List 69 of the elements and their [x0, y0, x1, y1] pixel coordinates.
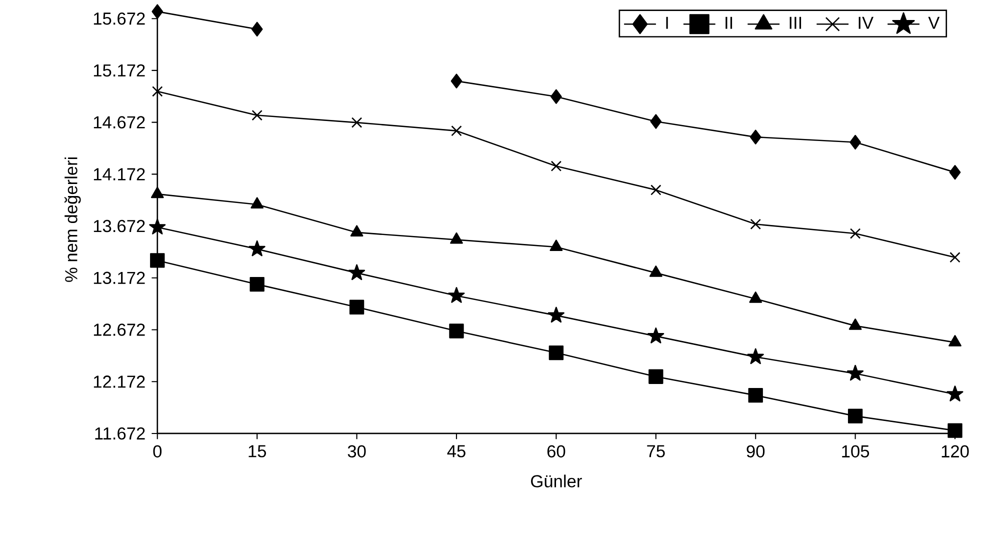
point — [550, 89, 562, 104]
point — [946, 386, 964, 402]
point — [152, 86, 163, 97]
point — [548, 306, 564, 323]
point — [250, 277, 264, 292]
x-tick-label: 45 — [447, 445, 466, 458]
legend-label: I — [666, 16, 668, 29]
point — [648, 369, 664, 384]
point — [850, 228, 861, 239]
point — [548, 346, 564, 360]
point — [649, 266, 662, 278]
point — [450, 232, 463, 244]
x-tick-label: 0 — [153, 445, 162, 458]
point — [950, 252, 960, 263]
x-tick-label: 60 — [547, 445, 566, 458]
legend-label: III — [790, 16, 802, 29]
point — [948, 335, 962, 346]
point — [250, 197, 264, 209]
y-tick-label: 15.172 — [94, 64, 145, 77]
point — [747, 348, 764, 364]
point — [847, 364, 864, 381]
point — [848, 318, 862, 330]
legend-label: IV — [858, 16, 874, 29]
legend-label: V — [928, 16, 940, 29]
point — [648, 328, 664, 344]
point — [948, 423, 962, 438]
point — [150, 253, 165, 268]
point — [152, 4, 164, 19]
point — [348, 264, 366, 280]
x-tick-label: 30 — [348, 445, 366, 458]
x-tick-label: 105 — [842, 445, 870, 458]
point — [750, 130, 762, 144]
point — [848, 408, 863, 424]
y-tick-label: 14.172 — [94, 168, 145, 180]
point — [349, 300, 364, 315]
x-axis-title: Günler — [531, 474, 582, 488]
point — [450, 74, 462, 88]
point — [451, 126, 462, 136]
y-tick-label: 12.672 — [94, 324, 145, 336]
y-tick-label: 11.672 — [95, 427, 145, 440]
point — [350, 225, 364, 237]
y-tick-label: 15.672 — [94, 12, 145, 25]
x-tick-label: 75 — [647, 445, 665, 458]
point — [252, 110, 262, 121]
point — [650, 184, 662, 196]
point — [248, 240, 266, 256]
point — [550, 160, 562, 172]
point — [550, 240, 563, 252]
y-tick-label: 14.672 — [94, 116, 145, 129]
point — [251, 22, 263, 37]
point — [449, 324, 464, 338]
y-axis-title: % nem değerleri — [64, 158, 81, 282]
y-tick-label: 12.172 — [94, 376, 145, 388]
x-tick-label: 120 — [942, 445, 969, 458]
legend-label: II — [726, 16, 732, 29]
point — [749, 292, 762, 303]
point — [748, 388, 763, 403]
point — [850, 134, 861, 150]
point — [150, 186, 164, 198]
point — [949, 165, 961, 180]
x-tick-label: 90 — [746, 445, 765, 458]
point — [149, 218, 166, 235]
point — [650, 114, 662, 129]
point — [750, 218, 761, 230]
y-tick-label: 13.672 — [94, 220, 145, 232]
x-tick-label: 15 — [248, 445, 266, 458]
y-tick-label: 13.172 — [94, 272, 145, 284]
point — [351, 117, 362, 128]
point — [448, 287, 465, 303]
